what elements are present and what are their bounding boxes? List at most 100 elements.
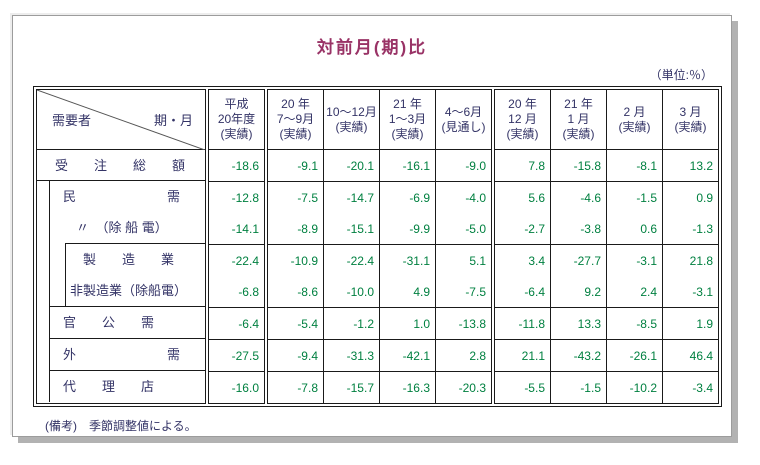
header-line: (実績) — [220, 127, 253, 141]
row-label-external-demand: 外 需 — [63, 347, 181, 362]
data-cell: -31.3 — [323, 340, 379, 371]
data-cell: -9.1 — [297, 158, 318, 173]
header-line: 20 年 — [281, 97, 310, 111]
header-line: 12 月 — [508, 112, 537, 126]
data-cell: -8.9 — [297, 221, 318, 236]
column-header-q-apr-jun: 4〜6月 (見通し) — [435, 90, 491, 149]
data-cell: 0.9 — [662, 182, 718, 213]
table-row: -6.8 — [209, 276, 264, 307]
row-label-manufacturing: 製 造 業 — [70, 252, 175, 267]
data-cell: -1.3 — [662, 213, 718, 244]
table-row: -6.4 — [209, 308, 264, 339]
header-line: (実績) — [618, 119, 651, 134]
monthly-panel: 20 年 12 月 (実績) 21 年 1 月 (実績) 2 月 (実績) 3 … — [494, 89, 719, 404]
demand-label: 需要者 — [52, 113, 92, 128]
data-cell: -16.1 — [379, 150, 435, 181]
data-cell: -5.4 — [297, 316, 318, 331]
data-cell: -4.6 — [550, 182, 606, 213]
data-cell: 5.6 — [528, 190, 545, 205]
page-title: 対前月(期)比 — [316, 38, 428, 57]
data-cell: -18.6 — [231, 158, 259, 173]
data-cell: -3.1 — [606, 245, 662, 276]
data-cell: 2.4 — [606, 276, 662, 307]
table-row: -6.4 9.2 2.4 -3.1 — [495, 276, 718, 307]
header-line: 7〜9月 — [276, 112, 315, 126]
table-row: -8.9 -15.1 -9.9 -5.0 — [268, 213, 491, 244]
header-line: 20年度 — [217, 112, 256, 126]
data-cell: -3.1 — [662, 276, 718, 307]
data-cell: -20.3 — [435, 372, 491, 403]
data-cell: -15.7 — [323, 372, 379, 403]
data-cell: -6.4 — [524, 284, 545, 299]
column-header-dec: 20 年 12 月 (実績) — [495, 90, 550, 149]
data-cell: -8.1 — [606, 150, 662, 181]
fiscal-year-body: -18.6 -12.8 -14.1 -22.4 -6.8 -6.4 -27.5 … — [209, 150, 264, 403]
header-line: 10〜12月 — [326, 104, 377, 119]
page-frame: 対前月(期)比 （単位:％） 需要者 期・月 受 注 総 額 民 需 〃 （除 … — [12, 15, 732, 437]
data-cell: -9.0 — [435, 150, 491, 181]
data-cell: 1.0 — [379, 308, 435, 339]
data-cell: -15.8 — [550, 150, 606, 181]
remarks-note: (備考) 季節調整値による。 — [45, 419, 197, 433]
header-line: (実績) — [335, 119, 368, 134]
data-cell: -14.7 — [323, 182, 379, 213]
table-row: -9.4 -31.3 -42.1 2.8 — [268, 340, 491, 371]
data-cell: -31.1 — [379, 245, 435, 276]
data-cell: -16.0 — [231, 380, 259, 395]
table-row: 3.4 -27.7 -3.1 21.8 — [495, 245, 718, 276]
table-row: -18.6 — [209, 150, 264, 181]
data-cell: -27.5 — [231, 348, 259, 363]
header-line: 21 年 — [393, 97, 422, 111]
table-row: 7.8 -15.8 -8.1 13.2 — [495, 150, 718, 181]
data-cell: -8.5 — [606, 308, 662, 339]
column-header-fy2008: 平成 20年度 (実績) — [209, 90, 264, 149]
data-cell: -6.9 — [379, 182, 435, 213]
data-cell: -26.1 — [606, 340, 662, 371]
data-cell: 21.1 — [521, 348, 545, 363]
data-cell: 3.4 — [528, 253, 545, 268]
fiscal-year-header-row: 平成 20年度 (実績) — [209, 90, 264, 150]
monthly-header-row: 20 年 12 月 (実績) 21 年 1 月 (実績) 2 月 (実績) 3 … — [495, 90, 718, 150]
header-line: 20 年 — [508, 97, 537, 111]
header-line: 3 月 — [679, 104, 702, 119]
fiscal-year-panel: 平成 20年度 (実績) -18.6 -12.8 -14.1 -22.4 -6.… — [208, 89, 265, 404]
header-line: 1〜3月 — [388, 112, 427, 126]
row-label-panel: 需要者 期・月 受 注 総 額 民 需 〃 （除 船 電） 製 造 業 非製造業… — [36, 89, 206, 404]
header-line: 4〜6月 — [444, 104, 483, 119]
data-cell: -7.8 — [297, 380, 318, 395]
column-header-q-jul-sep: 20 年 7〜9月 (実績) — [268, 90, 323, 149]
table-row: -5.5 -1.5 -10.2 -3.4 — [495, 372, 718, 403]
corner-labels: 需要者 期・月 — [37, 90, 205, 149]
row-label-non-manufacturing: 非製造業（除船電） — [70, 283, 188, 298]
data-cell: 7.8 — [528, 158, 545, 173]
diagonal-line — [37, 90, 205, 150]
header-line: 1 月 — [567, 112, 590, 126]
data-cell: -8.6 — [297, 284, 318, 299]
data-cell: -10.0 — [323, 276, 379, 307]
data-cell: -9.4 — [297, 348, 318, 363]
data-cell: 4.9 — [379, 276, 435, 307]
data-cell: -5.5 — [524, 380, 545, 395]
agency-box: 代 理 店 — [49, 370, 205, 402]
header-line: (実績) — [391, 127, 424, 141]
data-cell: -16.3 — [379, 372, 435, 403]
table-row: -5.4 -1.2 1.0 -13.8 — [268, 308, 491, 339]
row-label-private-excl-ships-elec: 〃 （除 船 電） — [63, 220, 168, 235]
quarterly-body: -9.1 -20.1 -16.1 -9.0 -7.5 -14.7 -6.9 -4… — [268, 150, 491, 403]
data-cell: 0.6 — [606, 213, 662, 244]
data-cell: -22.4 — [231, 253, 259, 268]
data-cell: 21.8 — [662, 245, 718, 276]
period-label: 期・月 — [153, 113, 193, 128]
header-line: 2 月 — [623, 104, 646, 119]
table-row: -16.0 — [209, 372, 264, 403]
data-cell: -6.4 — [238, 316, 259, 331]
table-row: -7.8 -15.7 -16.3 -20.3 — [268, 372, 491, 403]
header-line: (実績) — [279, 127, 312, 141]
data-cell: -3.4 — [662, 372, 718, 403]
column-header-jan: 21 年 1 月 (実績) — [550, 90, 606, 149]
table-row: 21.1 -43.2 -26.1 46.4 — [495, 340, 718, 371]
table-row: -12.8 — [209, 182, 264, 213]
row-label-body: 受 注 総 額 民 需 〃 （除 船 電） 製 造 業 非製造業（除船電） 官 … — [37, 150, 205, 402]
table-row: -10.9 -22.4 -31.1 5.1 — [268, 245, 491, 276]
header-line: 平成 — [224, 97, 249, 111]
